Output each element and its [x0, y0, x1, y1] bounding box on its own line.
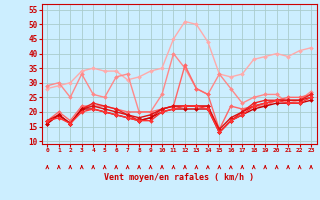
X-axis label: Vent moyen/en rafales ( km/h ): Vent moyen/en rafales ( km/h ): [104, 173, 254, 182]
